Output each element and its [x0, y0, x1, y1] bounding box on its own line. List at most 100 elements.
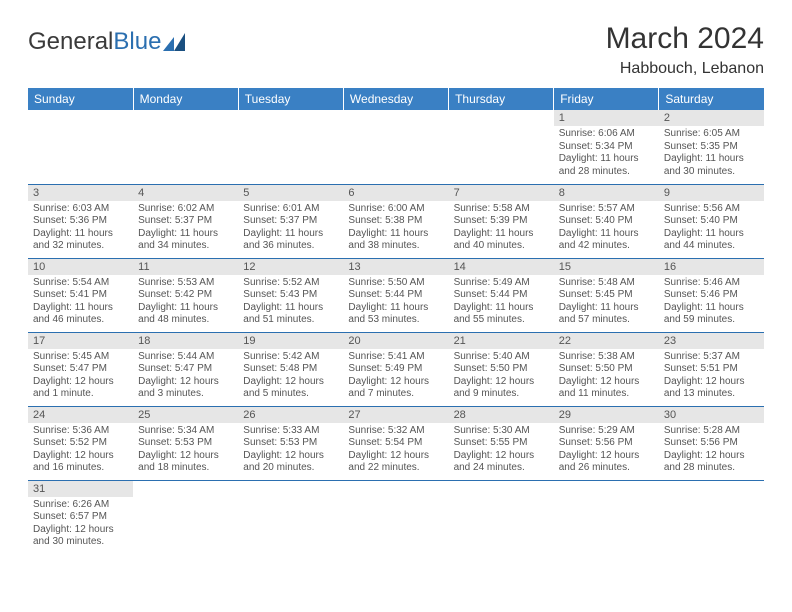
calendar-cell: 26Sunrise: 5:33 AMSunset: 5:53 PMDayligh…	[238, 406, 343, 480]
day-details: Sunrise: 5:44 AMSunset: 5:47 PMDaylight:…	[133, 349, 238, 404]
day-header: Saturday	[659, 88, 764, 110]
calendar-cell: 14Sunrise: 5:49 AMSunset: 5:44 PMDayligh…	[449, 258, 554, 332]
day-details: Sunrise: 5:28 AMSunset: 5:56 PMDaylight:…	[659, 423, 764, 478]
calendar-week-row: 1Sunrise: 6:06 AMSunset: 5:34 PMDaylight…	[28, 110, 764, 184]
day-number: 21	[449, 333, 554, 349]
daylight-text: Daylight: 11 hours and 42 minutes.	[559, 228, 654, 253]
day-details: Sunrise: 6:03 AMSunset: 5:36 PMDaylight:…	[28, 201, 133, 256]
daylight-text: Daylight: 11 hours and 32 minutes.	[33, 228, 128, 253]
day-header: Thursday	[449, 88, 554, 110]
sunrise-text: Sunrise: 5:46 AM	[664, 277, 759, 290]
daylight-text: Daylight: 11 hours and 57 minutes.	[559, 302, 654, 327]
sunset-text: Sunset: 5:44 PM	[454, 289, 549, 302]
day-header: Monday	[133, 88, 238, 110]
sunset-text: Sunset: 5:37 PM	[243, 215, 338, 228]
logo: GeneralBlue	[28, 22, 185, 56]
calendar-cell	[449, 110, 554, 184]
calendar-cell: 15Sunrise: 5:48 AMSunset: 5:45 PMDayligh…	[554, 258, 659, 332]
calendar-cell: 21Sunrise: 5:40 AMSunset: 5:50 PMDayligh…	[449, 332, 554, 406]
sunrise-text: Sunrise: 5:32 AM	[348, 425, 443, 438]
day-number: 1	[554, 110, 659, 126]
day-number: 19	[238, 333, 343, 349]
calendar-cell	[343, 480, 448, 554]
sunrise-text: Sunrise: 5:36 AM	[33, 425, 128, 438]
sunset-text: Sunset: 5:48 PM	[243, 363, 338, 376]
calendar-cell: 24Sunrise: 5:36 AMSunset: 5:52 PMDayligh…	[28, 406, 133, 480]
sunrise-text: Sunrise: 6:03 AM	[33, 203, 128, 216]
sunrise-text: Sunrise: 5:40 AM	[454, 351, 549, 364]
day-number: 31	[28, 481, 133, 497]
daylight-text: Daylight: 12 hours and 13 minutes.	[664, 376, 759, 401]
day-number: 26	[238, 407, 343, 423]
day-details: Sunrise: 5:50 AMSunset: 5:44 PMDaylight:…	[343, 275, 448, 330]
day-details: Sunrise: 5:49 AMSunset: 5:44 PMDaylight:…	[449, 275, 554, 330]
day-details: Sunrise: 6:01 AMSunset: 5:37 PMDaylight:…	[238, 201, 343, 256]
sunset-text: Sunset: 5:50 PM	[454, 363, 549, 376]
day-details: Sunrise: 5:48 AMSunset: 5:45 PMDaylight:…	[554, 275, 659, 330]
calendar-cell: 29Sunrise: 5:29 AMSunset: 5:56 PMDayligh…	[554, 406, 659, 480]
day-details: Sunrise: 5:46 AMSunset: 5:46 PMDaylight:…	[659, 275, 764, 330]
day-number: 8	[554, 185, 659, 201]
sunrise-text: Sunrise: 5:54 AM	[33, 277, 128, 290]
sunrise-text: Sunrise: 6:26 AM	[33, 499, 128, 512]
sunset-text: Sunset: 5:36 PM	[33, 215, 128, 228]
sunset-text: Sunset: 5:55 PM	[454, 437, 549, 450]
sunrise-text: Sunrise: 5:45 AM	[33, 351, 128, 364]
calendar-week-row: 24Sunrise: 5:36 AMSunset: 5:52 PMDayligh…	[28, 406, 764, 480]
calendar-cell: 8Sunrise: 5:57 AMSunset: 5:40 PMDaylight…	[554, 184, 659, 258]
title-block: March 2024 Habbouch, Lebanon	[606, 22, 764, 78]
sunset-text: Sunset: 5:39 PM	[454, 215, 549, 228]
sunset-text: Sunset: 5:54 PM	[348, 437, 443, 450]
day-number: 18	[133, 333, 238, 349]
calendar-cell: 22Sunrise: 5:38 AMSunset: 5:50 PMDayligh…	[554, 332, 659, 406]
daylight-text: Daylight: 12 hours and 5 minutes.	[243, 376, 338, 401]
calendar-cell: 11Sunrise: 5:53 AMSunset: 5:42 PMDayligh…	[133, 258, 238, 332]
day-details: Sunrise: 5:45 AMSunset: 5:47 PMDaylight:…	[28, 349, 133, 404]
calendar-cell: 10Sunrise: 5:54 AMSunset: 5:41 PMDayligh…	[28, 258, 133, 332]
day-number: 22	[554, 333, 659, 349]
day-number: 4	[133, 185, 238, 201]
day-number: 10	[28, 259, 133, 275]
page-title: March 2024	[606, 22, 764, 56]
day-details: Sunrise: 6:02 AMSunset: 5:37 PMDaylight:…	[133, 201, 238, 256]
sunrise-text: Sunrise: 5:53 AM	[138, 277, 233, 290]
calendar-cell	[133, 480, 238, 554]
day-details: Sunrise: 5:53 AMSunset: 5:42 PMDaylight:…	[133, 275, 238, 330]
calendar-cell: 25Sunrise: 5:34 AMSunset: 5:53 PMDayligh…	[133, 406, 238, 480]
day-header: Wednesday	[343, 88, 448, 110]
sunrise-text: Sunrise: 5:49 AM	[454, 277, 549, 290]
calendar-cell	[554, 480, 659, 554]
calendar-cell: 19Sunrise: 5:42 AMSunset: 5:48 PMDayligh…	[238, 332, 343, 406]
sunrise-text: Sunrise: 5:30 AM	[454, 425, 549, 438]
calendar-cell: 1Sunrise: 6:06 AMSunset: 5:34 PMDaylight…	[554, 110, 659, 184]
daylight-text: Daylight: 11 hours and 28 minutes.	[559, 153, 654, 178]
day-header: Friday	[554, 88, 659, 110]
sunset-text: Sunset: 5:37 PM	[138, 215, 233, 228]
sunrise-text: Sunrise: 5:52 AM	[243, 277, 338, 290]
day-number: 27	[343, 407, 448, 423]
sunset-text: Sunset: 5:43 PM	[243, 289, 338, 302]
daylight-text: Daylight: 11 hours and 55 minutes.	[454, 302, 549, 327]
day-number: 24	[28, 407, 133, 423]
day-number: 12	[238, 259, 343, 275]
sunset-text: Sunset: 6:57 PM	[33, 511, 128, 524]
calendar-cell	[449, 480, 554, 554]
sunset-text: Sunset: 5:46 PM	[664, 289, 759, 302]
day-number: 16	[659, 259, 764, 275]
day-number: 17	[28, 333, 133, 349]
daylight-text: Daylight: 12 hours and 28 minutes.	[664, 450, 759, 475]
daylight-text: Daylight: 11 hours and 59 minutes.	[664, 302, 759, 327]
calendar-cell	[238, 110, 343, 184]
day-number: 14	[449, 259, 554, 275]
logo-text-2: Blue	[113, 28, 161, 56]
daylight-text: Daylight: 11 hours and 38 minutes.	[348, 228, 443, 253]
daylight-text: Daylight: 11 hours and 36 minutes.	[243, 228, 338, 253]
day-details: Sunrise: 6:05 AMSunset: 5:35 PMDaylight:…	[659, 126, 764, 181]
sunset-text: Sunset: 5:56 PM	[664, 437, 759, 450]
daylight-text: Daylight: 11 hours and 34 minutes.	[138, 228, 233, 253]
calendar-cell: 4Sunrise: 6:02 AMSunset: 5:37 PMDaylight…	[133, 184, 238, 258]
sunrise-text: Sunrise: 6:01 AM	[243, 203, 338, 216]
day-number: 7	[449, 185, 554, 201]
daylight-text: Daylight: 11 hours and 51 minutes.	[243, 302, 338, 327]
daylight-text: Daylight: 12 hours and 11 minutes.	[559, 376, 654, 401]
